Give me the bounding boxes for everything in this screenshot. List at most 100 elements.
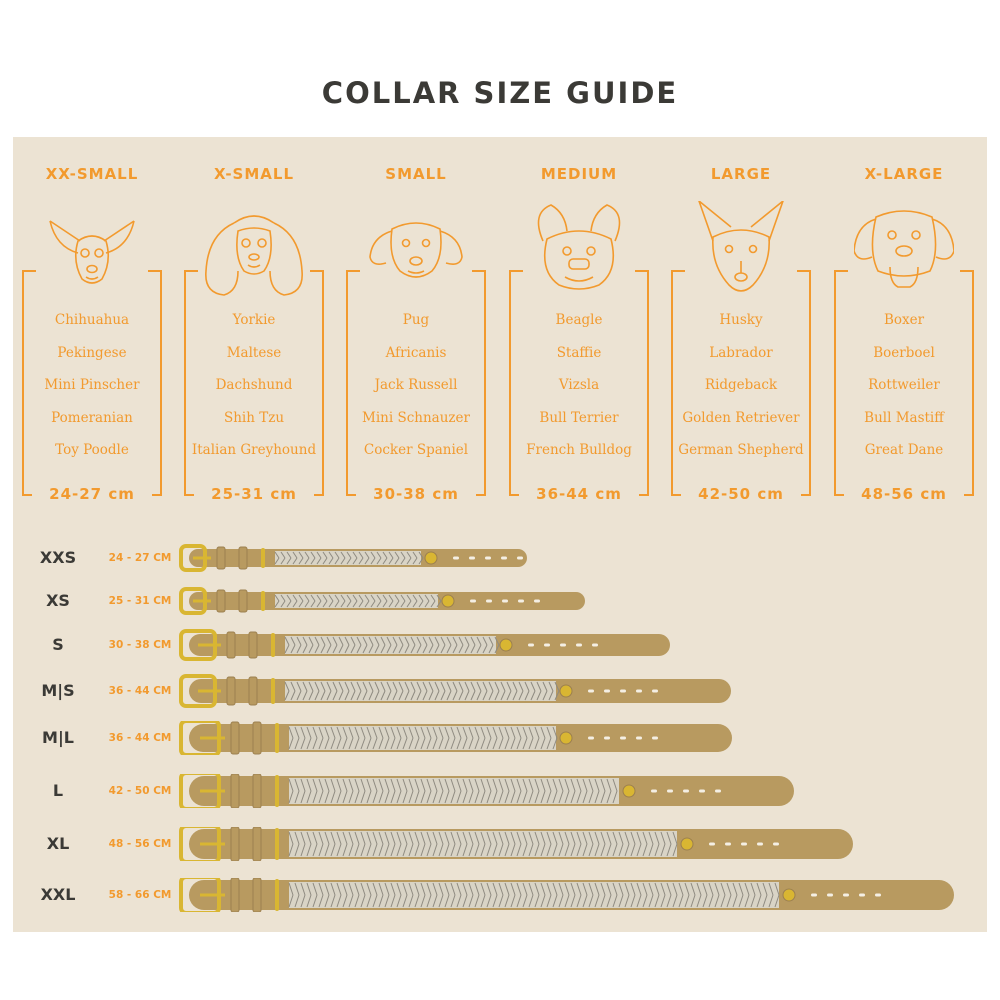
collar-size-range: 58 - 66 CM (108, 889, 172, 901)
collar-rivet (559, 731, 573, 745)
collar-illustration (179, 827, 853, 861)
breed-item: Husky (719, 312, 763, 328)
chihuahua-icon (49, 220, 135, 284)
collar-hole (843, 893, 849, 897)
bracket-tick (472, 494, 484, 496)
collar-hole (773, 842, 779, 846)
collar-keeper (248, 631, 258, 659)
breed-bracket (346, 270, 486, 496)
breed-item: Jack Russell (374, 377, 458, 393)
breed-item: Maltese (226, 344, 282, 361)
collar-hole (501, 556, 507, 560)
bracket-tick (186, 494, 198, 496)
collar-rivet (424, 551, 438, 565)
collar-size-label: XXL (40, 885, 76, 904)
collar-illustration (179, 674, 731, 708)
collar-rivet (499, 638, 513, 652)
category-medium: MEDIUM Beagle Staffie Vizsla Bull Terrie… (509, 137, 649, 517)
breed-item: Chihuahua (54, 312, 130, 328)
bracket-tick (348, 270, 360, 272)
collar-row-xs: XS 25 - 31 CM (13, 584, 987, 618)
breed-item: Rottweiler (868, 377, 940, 393)
size-range: 36-44 cm (519, 485, 639, 503)
collar-keeper (230, 721, 240, 755)
collar-loop (261, 591, 265, 611)
collar-hole (875, 893, 881, 897)
collar-rivet (622, 784, 636, 798)
breed-item: Pekingese (57, 344, 127, 361)
bracket-tick (348, 494, 360, 496)
mastiff-icon (854, 210, 954, 288)
size-guide-panel: XX-SMALL Chihuahua Pekingese Mini Pinsch… (13, 137, 987, 932)
collar-size-range: 36 - 44 CM (108, 732, 172, 744)
breed-bracket (509, 270, 649, 496)
breed-item: Golden Retriever (682, 409, 800, 426)
bracket-tick (960, 270, 972, 272)
collar-size-range: 30 - 38 CM (108, 639, 172, 651)
breed-item: German Shepherd (678, 442, 804, 458)
collar-loop (275, 828, 279, 860)
collar-keeper (252, 827, 262, 861)
bracket-tick (24, 270, 36, 272)
category-label: X-LARGE (864, 165, 944, 183)
category-label: LARGE (710, 165, 772, 183)
bracket-tick (635, 270, 647, 272)
collar-loop (261, 548, 265, 568)
category-small: SMALL Pug Africanis Jack Russell Mini Sc… (346, 137, 486, 517)
collar-row-m-l: M|L 36 - 44 CM (13, 721, 987, 755)
collar-hole (518, 599, 524, 603)
page-title: COLLAR SIZE GUIDE (321, 76, 679, 110)
breed-item: Beagle (555, 312, 603, 328)
collar-hole (667, 789, 673, 793)
bracket-tick (511, 270, 523, 272)
bulldog-icon (537, 204, 621, 290)
bracket-tick (960, 494, 972, 496)
collar-rivet (441, 594, 455, 608)
bracket-tick (635, 494, 647, 496)
collar-keeper (252, 774, 262, 808)
breed-item: Yorkie (232, 312, 276, 328)
category-label: MEDIUM (540, 165, 618, 183)
breed-list: Pug Africanis Jack Russell Mini Schnauze… (346, 312, 486, 475)
collar-size-label: M|S (41, 681, 75, 700)
collar-weave (289, 831, 677, 857)
collar-keeper (230, 774, 240, 808)
bracket-tick (673, 494, 685, 496)
breed-item: Pomeranian (51, 409, 133, 426)
collar-size-label: M|L (42, 728, 74, 747)
bracket-tick (186, 270, 198, 272)
breed-list: Husky Labrador Ridgeback Golden Retrieve… (671, 312, 811, 475)
size-range: 42-50 cm (681, 485, 801, 503)
breed-bracket (671, 270, 811, 496)
breed-item: French Bulldog (526, 442, 632, 458)
spaniel-icon (205, 215, 303, 296)
breed-item: Labrador (709, 344, 773, 361)
collar-hole (652, 736, 658, 740)
bracket-tick (836, 494, 848, 496)
collar-size-label: XXS (39, 548, 77, 567)
breed-list: Beagle Staffie Vizsla Bull Terrier Frenc… (509, 312, 649, 475)
breed-item: Toy Poodle (55, 442, 129, 458)
bracket-tick (472, 270, 484, 272)
collar-keeper (216, 589, 226, 613)
collar-hole (544, 643, 550, 647)
collar-size-range: 48 - 56 CM (108, 838, 172, 850)
breed-bracket (834, 270, 974, 496)
collar-hole (725, 842, 731, 846)
collar-keeper (252, 878, 262, 912)
collar-weave (289, 726, 556, 750)
breed-item: Boerboel (873, 344, 935, 361)
breed-item: Ridgeback (704, 377, 778, 393)
collar-hole (699, 789, 705, 793)
collar-hole (757, 842, 763, 846)
collar-illustration (179, 774, 794, 808)
collar-rivet (782, 888, 796, 902)
breed-item: Staffie (556, 344, 602, 361)
collar-hole (709, 842, 715, 846)
collar-hole (502, 599, 508, 603)
collar-size-range: 42 - 50 CM (108, 785, 172, 797)
collar-hole (517, 556, 523, 560)
collar-keeper (216, 546, 226, 570)
collar-weave (289, 882, 779, 908)
category-xx-small: XX-SMALL Chihuahua Pekingese Mini Pinsch… (22, 137, 162, 517)
